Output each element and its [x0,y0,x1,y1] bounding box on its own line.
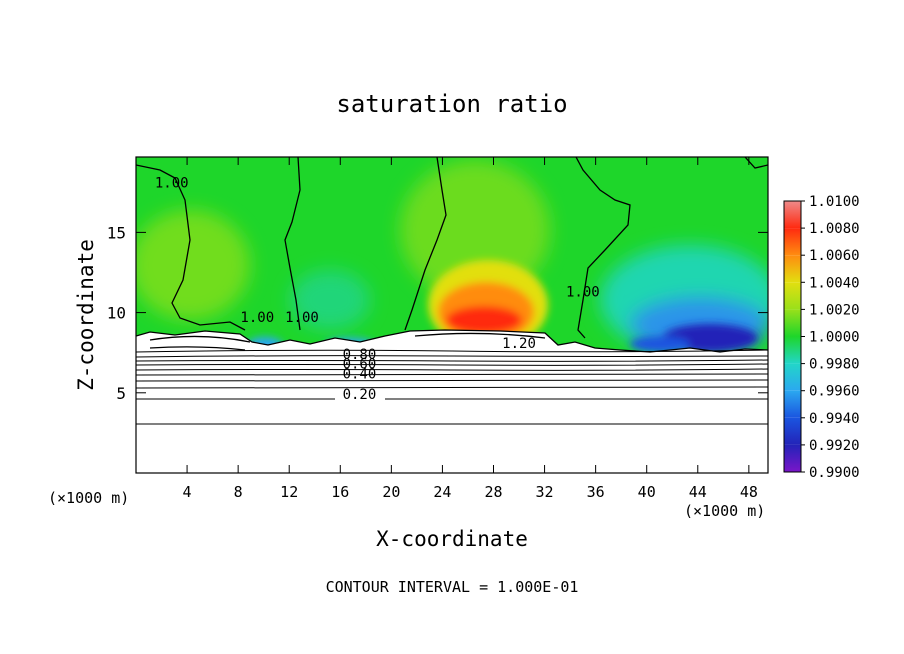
x-tick-label: 12 [280,483,298,501]
x-tick-label: 28 [484,483,502,501]
field-region-dry-mid [290,270,370,330]
colorbar-label: 0.9920 [809,438,860,454]
contour-lines-lower [136,349,768,425]
field-region-min-blue-2 [630,336,690,352]
contour-interval-note: CONTOUR INTERVAL = 1.000E-01 [326,578,579,596]
chart-title: saturation ratio [336,90,567,118]
colorbar-segment [784,444,801,472]
colorbar-segment [784,336,801,364]
colorbar-label: 1.0060 [809,248,860,264]
colorbar-label: 1.0080 [809,221,860,237]
colorbar-segment [784,282,801,310]
colorbar-segment [784,255,801,283]
colorbar-segment [784,417,801,445]
x-tick-label: 4 [183,483,192,501]
x-tick-label: 32 [536,483,554,501]
x-tick-label: 44 [689,483,707,501]
x-tick-label: 36 [587,483,605,501]
contour-label: 1.00 [155,175,189,191]
y-tick-label: 5 [116,384,126,403]
x-unit-label-left: (×1000 m) [48,489,129,507]
contour-label: 1.00 [285,310,319,326]
colorbar-segment [784,228,801,256]
contour-label: 0.60 [343,357,377,373]
colorbar-label: 1.0040 [809,275,860,291]
x-axis-label: X-coordinate [376,527,528,551]
colorbar-label: 0.9940 [809,411,860,427]
plot-frame [135,156,769,474]
plot-area: 1.00 1.00 1.00 1.00 1.20 0.800.600.40 0.20 [136,157,768,473]
contour-label: 1.00 [240,310,274,326]
contour-lines-unity [136,157,768,353]
y-tick-label: 10 [107,304,126,323]
x-tick-label: 40 [638,483,656,501]
colorbar-label: 0.9900 [809,465,860,481]
contour-label: 1.20 [502,336,536,352]
x-unit-label-right: (×1000 m) [684,502,765,520]
y-axis-label: Z-coordinate [74,239,98,391]
saturated-region [136,330,768,473]
colorbar-segment [784,201,801,229]
contour-label: 0.80 [343,347,377,363]
colorbar-segment [784,309,801,337]
x-tick-label: 8 [234,483,243,501]
contour-label: 1.00 [566,285,600,301]
colorbar-label: 1.0100 [809,194,860,210]
colorbar-label: 1.0020 [809,302,860,318]
contour-label: 0.40 [343,366,377,382]
colorbar-label: 0.9960 [809,384,860,400]
x-tick-label: 48 [740,483,758,501]
y-axis: 5 10 15 [107,223,768,403]
colorbar-label: 1.0000 [809,330,860,346]
colorbar-segment [784,363,801,391]
contour-label: 0.20 [343,387,377,403]
colorbar: 0.9900 0.9920 0.9940 0.9960 0.9980 1.0000 1.00… [783,194,860,481]
colorbar-label: 0.9980 [809,357,860,373]
x-tick-label: 16 [331,483,349,501]
field-region-peak-red [446,306,522,334]
x-axis: 4 8 12 16 20 24 28 32 36 40 44 48 [183,157,758,501]
y-tick-label: 15 [107,223,126,242]
field-region-moist-left [136,210,250,320]
x-tick-label: 20 [382,483,400,501]
colorbar-segment [784,390,801,418]
x-tick-label: 24 [433,483,451,501]
